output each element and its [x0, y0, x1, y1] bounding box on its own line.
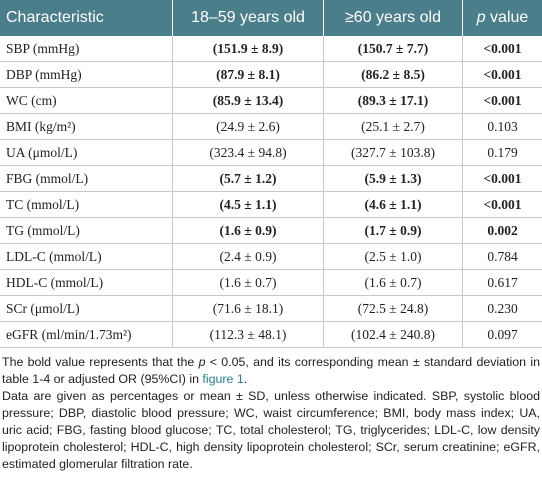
header-cell: ≥60 years old [323, 0, 463, 36]
table-row: SCr (μmol/L) (71.6 ± 18.1) (72.5 ± 24.8) 0.… [0, 295, 542, 322]
table-cell: <0.001 [462, 191, 542, 218]
table-cell: (5.9 ± 1.3) [323, 165, 463, 192]
table-cell: (24.9 ± 2.6) [172, 113, 324, 140]
table-cell: 0.103 [462, 113, 542, 140]
table-row: TC (mmol/L) (4.5 ± 1.1) (4.6 ± 1.1) <0.001 [0, 191, 542, 218]
header-cell: Characteristic [0, 0, 173, 36]
table-cell: (25.1 ± 2.7) [323, 113, 463, 140]
table-cell: 0.617 [462, 269, 542, 296]
table-cell: 0.002 [462, 217, 542, 244]
table-cell: (102.4 ± 240.8) [323, 321, 463, 348]
table-cell: (85.9 ± 13.4) [172, 87, 324, 114]
table-cell: (2.4 ± 0.9) [172, 243, 324, 270]
header-text: value [490, 9, 529, 26]
table-cell: (1.6 ± 0.7) [323, 269, 463, 296]
table-cell: (71.6 ± 18.1) [172, 295, 324, 322]
table-cell: (4.6 ± 1.1) [323, 191, 463, 218]
table-cell: <0.001 [462, 36, 542, 62]
table-row: DBP (mmHg) (87.9 ± 8.1) (86.2 ± 8.5) <0.001 [0, 61, 542, 88]
table-cell: TC (mmol/L) [0, 191, 173, 218]
table-row: BMI (kg/m²) (24.9 ± 2.6) (25.1 ± 2.7) 0.103 [0, 113, 542, 140]
table-cell: <0.001 [462, 165, 542, 192]
note-text: < 0.05, and its corresponding mean ± sta… [2, 355, 540, 386]
header-cell: 18–59 years old [172, 0, 324, 36]
table-cell: (4.5 ± 1.1) [172, 191, 324, 218]
table-cell: (72.5 ± 24.8) [323, 295, 463, 322]
table-row: TG (mmol/L) (1.6 ± 0.9) (1.7 ± 0.9) 0.002 [0, 217, 542, 244]
table-row: HDL-C (mmol/L) (1.6 ± 0.7) (1.6 ± 0.7) 0.61… [0, 269, 542, 296]
note: The bold value represents that the p < 0… [2, 354, 540, 388]
notes: The bold value represents that the p < 0… [0, 348, 542, 473]
table-row: WC (cm) (85.9 ± 13.4) (89.3 ± 17.1) <0.001 [0, 87, 542, 114]
table-cell: HDL-C (mmol/L) [0, 269, 173, 296]
header-italic: p [476, 9, 486, 26]
table-cell: (86.2 ± 8.5) [323, 61, 463, 88]
table-body: SBP (mmHg) (151.9 ± 8.9) (150.7 ± 7.7) <0.0… [0, 36, 542, 348]
table-cell: (2.5 ± 1.0) [323, 243, 463, 270]
note-italic: p [198, 355, 206, 369]
table-cell: <0.001 [462, 61, 542, 88]
header-row: Characteristic 18–59 years old ≥60 years… [0, 0, 542, 36]
data-table: Characteristic 18–59 years old ≥60 years… [0, 0, 542, 348]
table-cell: (112.3 ± 48.1) [172, 321, 324, 348]
table-cell: 0.097 [462, 321, 542, 348]
table-cell: (327.7 ± 103.8) [323, 139, 463, 166]
table-cell: (151.9 ± 8.9) [172, 36, 324, 62]
table-cell: (1.6 ± 0.9) [172, 217, 324, 244]
note-text: The bold value represents that the [2, 355, 199, 369]
table-cell: (323.4 ± 94.8) [172, 139, 324, 166]
note: Data are given as percentages or mean ± … [2, 389, 540, 471]
table-cell: SBP (mmHg) [0, 36, 173, 62]
table-cell: DBP (mmHg) [0, 61, 173, 88]
table-cell: 0.230 [462, 295, 542, 322]
table-cell: FBG (mmol/L) [0, 165, 173, 192]
table-cell: (89.3 ± 17.1) [323, 87, 463, 114]
table-cell: BMI (kg/m²) [0, 113, 173, 140]
table-row: eGFR (ml/min/1.73m²) (112.3 ± 48.1) (102.4… [0, 321, 542, 348]
table-cell: (1.6 ± 0.7) [172, 269, 324, 296]
table-cell: 0.784 [462, 243, 542, 270]
table-cell: (87.9 ± 8.1) [172, 61, 324, 88]
note-text: . [243, 372, 248, 386]
table-cell: TG (mmol/L) [0, 217, 173, 244]
header-cell: p value [462, 0, 542, 36]
table-cell: LDL-C (mmol/L) [0, 243, 173, 270]
table-cell: <0.001 [462, 87, 542, 114]
figure-link[interactable]: figure 1 [202, 372, 244, 386]
table-cell: UA (μmol/L) [0, 139, 173, 166]
table-row: LDL-C (mmol/L) (2.4 ± 0.9) (2.5 ± 1.0) 0.78… [0, 243, 542, 270]
table-cell: 0.179 [462, 139, 542, 166]
table-cell: (1.7 ± 0.9) [323, 217, 463, 244]
table-row: FBG (mmol/L) (5.7 ± 1.2) (5.9 ± 1.3) <0.001 [0, 165, 542, 192]
table-header: Characteristic 18–59 years old ≥60 years… [0, 0, 542, 36]
table-cell: eGFR (ml/min/1.73m²) [0, 321, 173, 348]
table-cell: (5.7 ± 1.2) [172, 165, 324, 192]
table-row: SBP (mmHg) (151.9 ± 8.9) (150.7 ± 7.7) <0.0… [0, 36, 542, 62]
table-cell: SCr (μmol/L) [0, 295, 173, 322]
table-row: UA (μmol/L) (323.4 ± 94.8) (327.7 ± 103.8)… [0, 139, 542, 166]
table-cell: (150.7 ± 7.7) [323, 36, 463, 62]
table-cell: WC (cm) [0, 87, 173, 114]
